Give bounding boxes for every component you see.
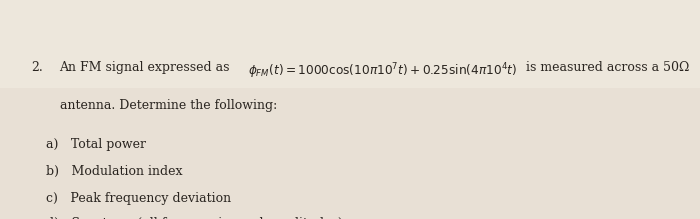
Text: $\phi_{FM}(t) = 1000\cos(10\pi10^7t)+0.25\sin(4\pi10^4t)$: $\phi_{FM}(t) = 1000\cos(10\pi10^7t)+0.2… — [248, 61, 518, 81]
Text: a) Total power: a) Total power — [46, 138, 146, 151]
Text: is measured across a 50Ω: is measured across a 50Ω — [518, 61, 690, 74]
Text: antenna. Determine the following:: antenna. Determine the following: — [60, 99, 276, 111]
Text: b) Modulation index: b) Modulation index — [46, 165, 182, 178]
Bar — [0, 0, 700, 88]
Text: An FM signal expressed as: An FM signal expressed as — [60, 61, 230, 74]
Text: c) Peak frequency deviation: c) Peak frequency deviation — [46, 192, 230, 205]
Text: d) Spectrum (all frequencies and amplitudes): d) Spectrum (all frequencies and amplitu… — [46, 217, 342, 219]
Text: 2.: 2. — [32, 61, 43, 74]
